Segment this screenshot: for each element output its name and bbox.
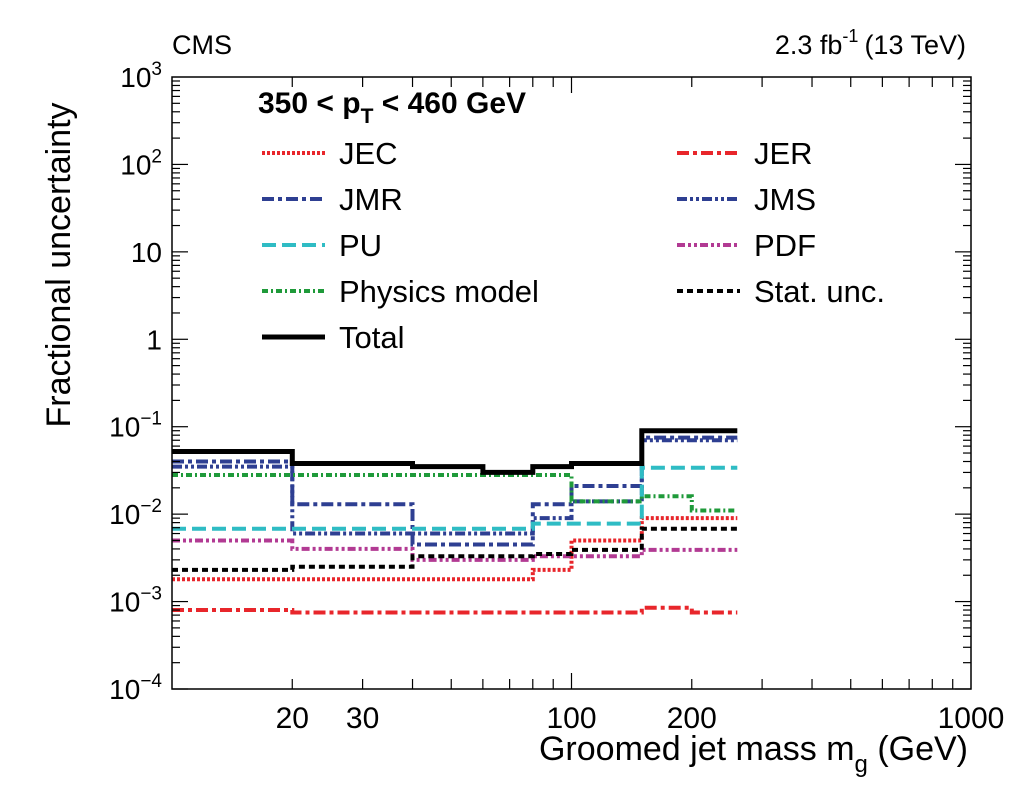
legend-label: Total: [339, 320, 404, 355]
series-line-jec: [172, 516, 738, 582]
x-tick-label: 1000: [938, 702, 1005, 735]
plot-frame: [171, 76, 972, 690]
series-line-pdf: [172, 538, 738, 562]
series-line-total: [172, 428, 738, 475]
legend-label: JMR: [339, 182, 403, 217]
legend-label: PDF: [754, 228, 816, 263]
luminosity-label: 2.3 fb-1 (13 TeV): [775, 26, 966, 60]
y-axis-label: Fractional uncertainty: [40, 102, 78, 427]
x-tick-label: 200: [667, 702, 717, 735]
legend-label: JEC: [339, 136, 398, 171]
legend-label: JMS: [754, 182, 816, 217]
x-axis-label: Groomed jet mass mg (GeV): [539, 730, 968, 778]
series-line-stat-unc-: [172, 526, 738, 572]
series-line-physics-model: [172, 473, 738, 513]
y-tick-label: 103: [120, 59, 162, 93]
y-tick-label: 102: [120, 146, 162, 180]
y-tick-label: 10−1: [109, 409, 162, 443]
legend-label: Stat. unc.: [754, 274, 885, 309]
y-tick-label: 10−4: [109, 671, 162, 705]
legend: JEC JER JMR JMS PU PDF Physics model Stat. unc.…: [262, 136, 885, 355]
legend-label: Physics model: [339, 274, 539, 309]
series-layer: [172, 428, 738, 615]
y-tick-label: 1: [146, 324, 162, 355]
series-line-pu: [172, 465, 738, 531]
x-tick-label: 30: [346, 702, 379, 735]
ticks-layer: 20 30 100 200 1000 10−4 10−3 10−2 10−1 1 10 102 103: [109, 59, 1004, 735]
x-tick-label: 100: [546, 702, 596, 735]
y-tick-label: 10−3: [109, 584, 162, 618]
series-line-jer: [172, 605, 738, 615]
y-tick-label: 10: [131, 237, 162, 268]
legend-label: JER: [754, 136, 813, 171]
chart-title: 350 < pT < 460 GeV: [258, 87, 526, 128]
experiment-label: CMS: [172, 30, 232, 60]
x-tick-label: 20: [276, 702, 309, 735]
y-tick-label: 10−2: [109, 496, 162, 530]
legend-label: PU: [339, 228, 382, 263]
